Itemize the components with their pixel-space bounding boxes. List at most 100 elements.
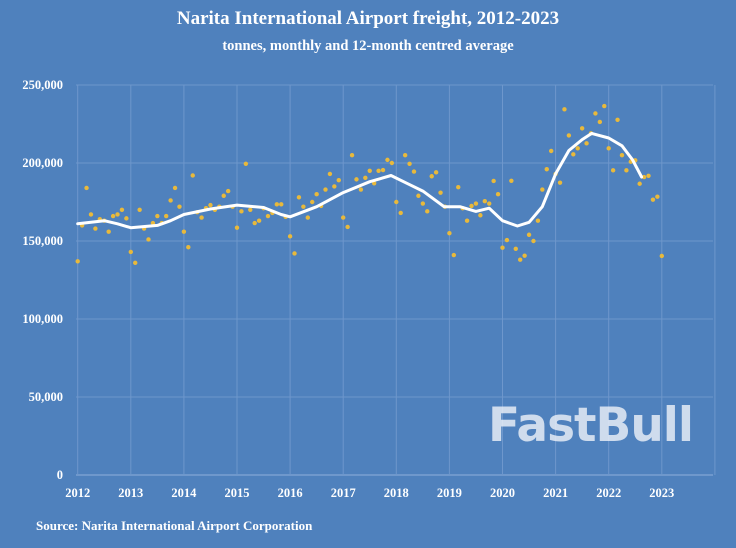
chart-source: Source: Narita International Airport Cor… — [36, 518, 313, 533]
monthly-point — [345, 224, 350, 230]
monthly-point — [84, 185, 89, 191]
monthly-point — [473, 201, 479, 206]
monthly-point — [75, 259, 80, 264]
monthly-point — [402, 153, 408, 158]
chart-subtitle: tonnes, monthly and 12-month centred ave… — [222, 38, 514, 54]
chart-title: Narita International Airport freight, 20… — [176, 8, 560, 29]
monthly-point — [407, 161, 412, 166]
monthly-point — [602, 103, 607, 109]
monthly-point — [500, 245, 505, 250]
monthly-point — [659, 253, 664, 259]
monthly-point — [221, 193, 226, 198]
monthly-point — [535, 218, 541, 223]
x-tick-label: 2019 — [437, 486, 462, 500]
x-tick-label: 2023 — [649, 486, 674, 500]
monthly-point — [593, 111, 598, 116]
monthly-point — [557, 180, 563, 185]
monthly-point — [177, 204, 182, 209]
monthly-point — [239, 209, 244, 214]
monthly-point — [566, 133, 572, 138]
monthly-point — [584, 141, 589, 146]
monthly-point — [323, 187, 328, 192]
monthly-point — [93, 226, 98, 231]
monthly-point — [624, 168, 629, 173]
monthly-point — [504, 237, 510, 243]
monthly-point — [464, 218, 470, 223]
monthly-point — [478, 213, 483, 218]
monthly-point — [146, 237, 151, 242]
monthly-point — [168, 198, 173, 203]
fastbull-watermark-logo: FastBull — [488, 398, 694, 453]
x-tick-label: 2013 — [118, 486, 143, 500]
x-tick-label: 2021 — [543, 486, 568, 500]
monthly-point — [349, 153, 355, 158]
monthly-point — [243, 161, 249, 166]
monthly-point — [619, 153, 625, 158]
y-tick-label: 150,000 — [22, 234, 63, 248]
monthly-point — [575, 146, 580, 151]
x-tick-label: 2022 — [596, 486, 621, 500]
monthly-point — [133, 260, 138, 266]
monthly-point — [447, 231, 452, 236]
x-tick-label: 2020 — [490, 486, 515, 500]
monthly-point — [248, 207, 253, 212]
monthly-point — [256, 218, 262, 223]
monthly-point — [531, 238, 536, 244]
monthly-point — [540, 187, 545, 192]
monthly-point — [491, 178, 496, 184]
monthly-point — [411, 169, 417, 174]
monthly-point — [225, 188, 231, 194]
monthly-point — [416, 193, 421, 198]
x-tick-label: 2012 — [65, 486, 90, 500]
monthly-point — [606, 146, 611, 151]
monthly-point — [579, 126, 585, 131]
y-tick-label: 0 — [57, 468, 63, 482]
y-tick-label: 100,000 — [22, 312, 63, 326]
monthly-point — [336, 177, 341, 183]
monthly-point — [341, 215, 346, 220]
monthly-point — [310, 199, 315, 205]
monthly-point — [571, 152, 576, 157]
monthly-point — [562, 107, 567, 112]
monthly-point — [495, 192, 501, 197]
y-tick-label: 200,000 — [22, 156, 63, 170]
monthly-point — [186, 245, 191, 250]
monthly-point — [265, 213, 271, 219]
x-tick-label: 2017 — [331, 486, 356, 500]
monthly-point — [615, 117, 620, 122]
x-tick-label: 2014 — [171, 486, 197, 500]
monthly-point — [301, 204, 306, 209]
monthly-point — [274, 202, 280, 207]
y-tick-label: 250,000 — [22, 78, 63, 92]
monthly-point — [181, 229, 187, 234]
monthly-point — [438, 190, 443, 195]
x-tick-label: 2018 — [384, 486, 409, 500]
monthly-point — [650, 197, 656, 202]
monthly-point — [429, 174, 434, 179]
monthly-point — [296, 195, 302, 200]
monthly-point — [354, 177, 359, 182]
monthly-point — [398, 210, 403, 216]
monthly-point — [252, 220, 257, 226]
monthly-point — [482, 199, 487, 204]
monthly-point — [380, 167, 386, 173]
monthly-point — [292, 251, 297, 256]
monthly-point — [637, 181, 642, 186]
monthly-point — [137, 207, 142, 212]
monthly-point — [641, 174, 647, 180]
monthly-point — [487, 201, 492, 206]
monthly-point — [425, 209, 430, 214]
monthly-point — [456, 184, 461, 190]
monthly-point — [518, 257, 523, 262]
monthly-point — [208, 202, 213, 208]
monthly-point — [119, 207, 125, 212]
monthly-point — [172, 185, 178, 191]
monthly-point — [327, 171, 333, 177]
monthly-point — [367, 168, 372, 173]
monthly-point — [394, 199, 399, 205]
monthly-point — [655, 194, 660, 199]
monthly-point — [420, 201, 426, 206]
monthly-point — [522, 253, 527, 258]
monthly-point — [513, 246, 518, 251]
